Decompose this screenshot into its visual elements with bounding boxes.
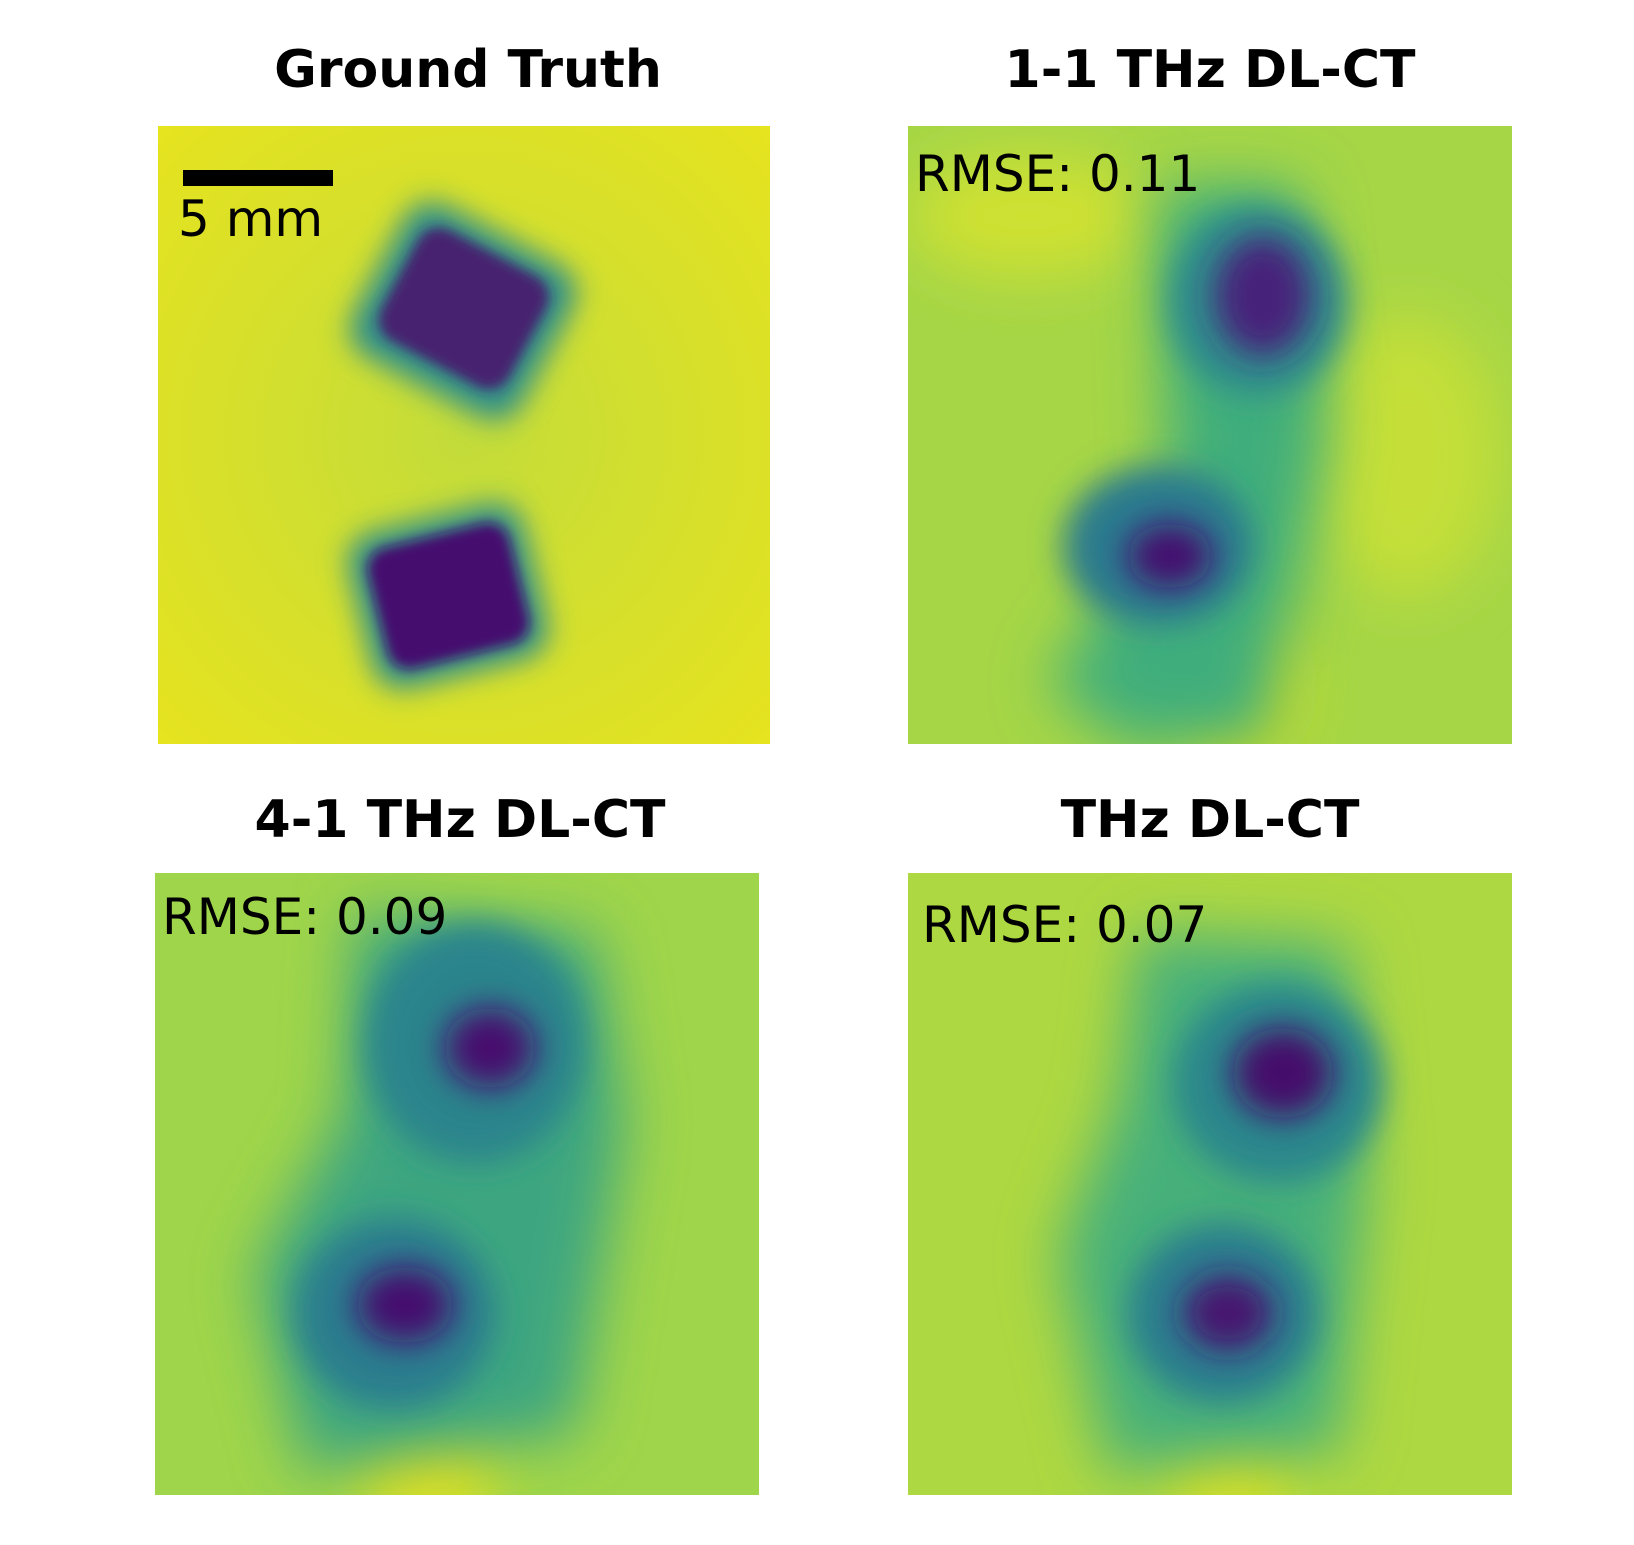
scale-bar — [183, 170, 333, 186]
panel-title-1-1-thz-dl-ct: 1-1 THz DL-CT — [1004, 40, 1416, 100]
scale-bar-label: 5 mm — [178, 190, 324, 248]
panel-title-4-1-thz-dl-ct: 4-1 THz DL-CT — [254, 790, 666, 850]
panel-title-ground-truth: Ground Truth — [274, 40, 662, 100]
image-4-1-thz-dl-ct — [155, 873, 759, 1495]
image-ground-truth — [158, 126, 770, 744]
panel-title-thz-dl-ct: THz DL-CT — [1060, 790, 1360, 850]
rmse-label-4-1: RMSE: 0.09 — [162, 888, 448, 946]
image-1-1-thz-dl-ct — [908, 126, 1512, 744]
image-thz-dl-ct — [908, 873, 1512, 1495]
rmse-label-thz: RMSE: 0.07 — [922, 896, 1208, 954]
rmse-label-1-1: RMSE: 0.11 — [915, 145, 1201, 203]
